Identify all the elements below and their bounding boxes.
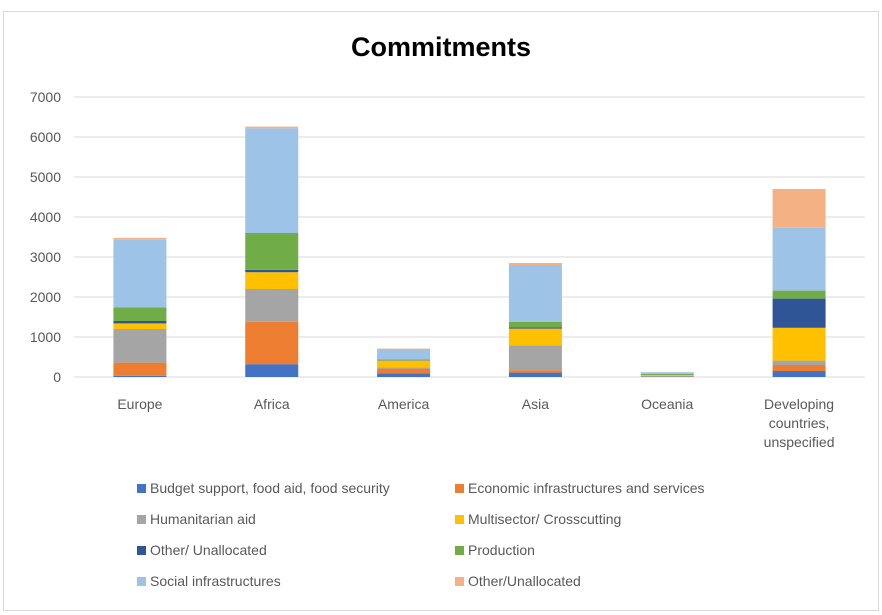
legend-label: Economic infrastructures and services [468, 480, 705, 496]
bar-segment [113, 329, 167, 363]
legend-item: Other/Unallocated [455, 573, 581, 589]
bar-segment [772, 327, 826, 361]
y-tick-label: 2000 [30, 289, 61, 305]
y-tick-label: 1000 [30, 329, 61, 345]
legend-item: Other/ Unallocated [137, 542, 267, 558]
bar-segment [245, 126, 299, 129]
y-tick-label: 3000 [30, 249, 61, 265]
bar-segment [113, 375, 167, 377]
x-category-label: America [378, 396, 430, 412]
bar-segment [508, 265, 562, 322]
legend-label: Multisector/ Crosscutting [468, 511, 622, 527]
bar-segment [377, 360, 431, 368]
bar-segment [508, 345, 562, 371]
x-category-label: Europe [117, 396, 162, 412]
y-tick-label: 6000 [30, 129, 61, 145]
bar-segment [245, 289, 299, 322]
bar-segment [113, 237, 167, 240]
bar-segment [377, 349, 431, 360]
bar-segment [113, 323, 167, 329]
bar-segment [640, 375, 694, 376]
bar-segment [772, 290, 826, 299]
legend-label: Humanitarian aid [150, 511, 256, 527]
bar-segment [245, 233, 299, 270]
bar-segment [245, 128, 299, 233]
bar-segment [640, 373, 694, 375]
legend-swatch [455, 576, 464, 586]
legend-label: Budget support, food aid, food security [150, 480, 390, 496]
bar-segment [508, 327, 562, 329]
bar-segment [508, 372, 562, 377]
legend-swatch [455, 483, 464, 493]
legend-swatch [137, 483, 146, 493]
x-category-label: Africa [254, 396, 290, 412]
y-tick-label: 7000 [30, 89, 61, 105]
bar-segment [377, 368, 431, 374]
x-category-label: countries, [769, 415, 830, 431]
x-category-label: Oceania [641, 396, 693, 412]
legend-swatch [137, 545, 146, 555]
legend-label: Other/Unallocated [468, 573, 581, 589]
legend-label: Other/ Unallocated [150, 542, 267, 558]
bar-segment [113, 362, 167, 376]
bar-segment [113, 239, 167, 308]
legend-item: Production [455, 542, 535, 558]
legend-swatch [455, 545, 464, 555]
bar-segment [508, 328, 562, 346]
y-tick-label: 5000 [30, 169, 61, 185]
bar-segment [245, 272, 299, 289]
bar-segment [640, 372, 694, 374]
chart-frame [3, 11, 879, 611]
y-tick-label: 4000 [30, 209, 61, 225]
bar-segment [772, 227, 826, 291]
chart-title: Commitments [350, 32, 532, 62]
legend-swatch [455, 514, 464, 524]
x-category-label: Asia [522, 396, 549, 412]
legend-swatch [137, 514, 146, 524]
legend-label: Production [468, 542, 535, 558]
legend-item: Multisector/ Crosscutting [455, 511, 621, 527]
legend-item: Economic infrastructures and services [455, 480, 705, 496]
legend-item: Humanitarian aid [137, 511, 256, 527]
bar-segment [245, 321, 299, 365]
bar-segment [508, 263, 562, 265]
bar-segment [508, 370, 562, 373]
bar-segment [508, 321, 562, 328]
bar-segment [772, 360, 826, 365]
legend-label: Social infrastructures [150, 573, 281, 589]
bar-segment [245, 364, 299, 377]
bar-segment [377, 373, 431, 377]
bar-segment [113, 307, 167, 321]
legend-swatch [137, 576, 146, 586]
bar-segment [113, 321, 167, 324]
bar-segment [772, 365, 826, 371]
legend-item: Social infrastructures [137, 573, 281, 589]
bar-segment [772, 298, 826, 328]
bar-segment [377, 359, 431, 361]
x-category-label: unspecified [764, 434, 835, 450]
bar-segment [245, 269, 299, 273]
bar-segment [377, 367, 431, 369]
y-tick-label: 0 [53, 369, 61, 385]
legend-item: Budget support, food aid, food security [137, 480, 390, 496]
bar-segment [772, 371, 826, 377]
x-category-label: Developing [764, 396, 834, 412]
bar-segment [772, 189, 826, 228]
